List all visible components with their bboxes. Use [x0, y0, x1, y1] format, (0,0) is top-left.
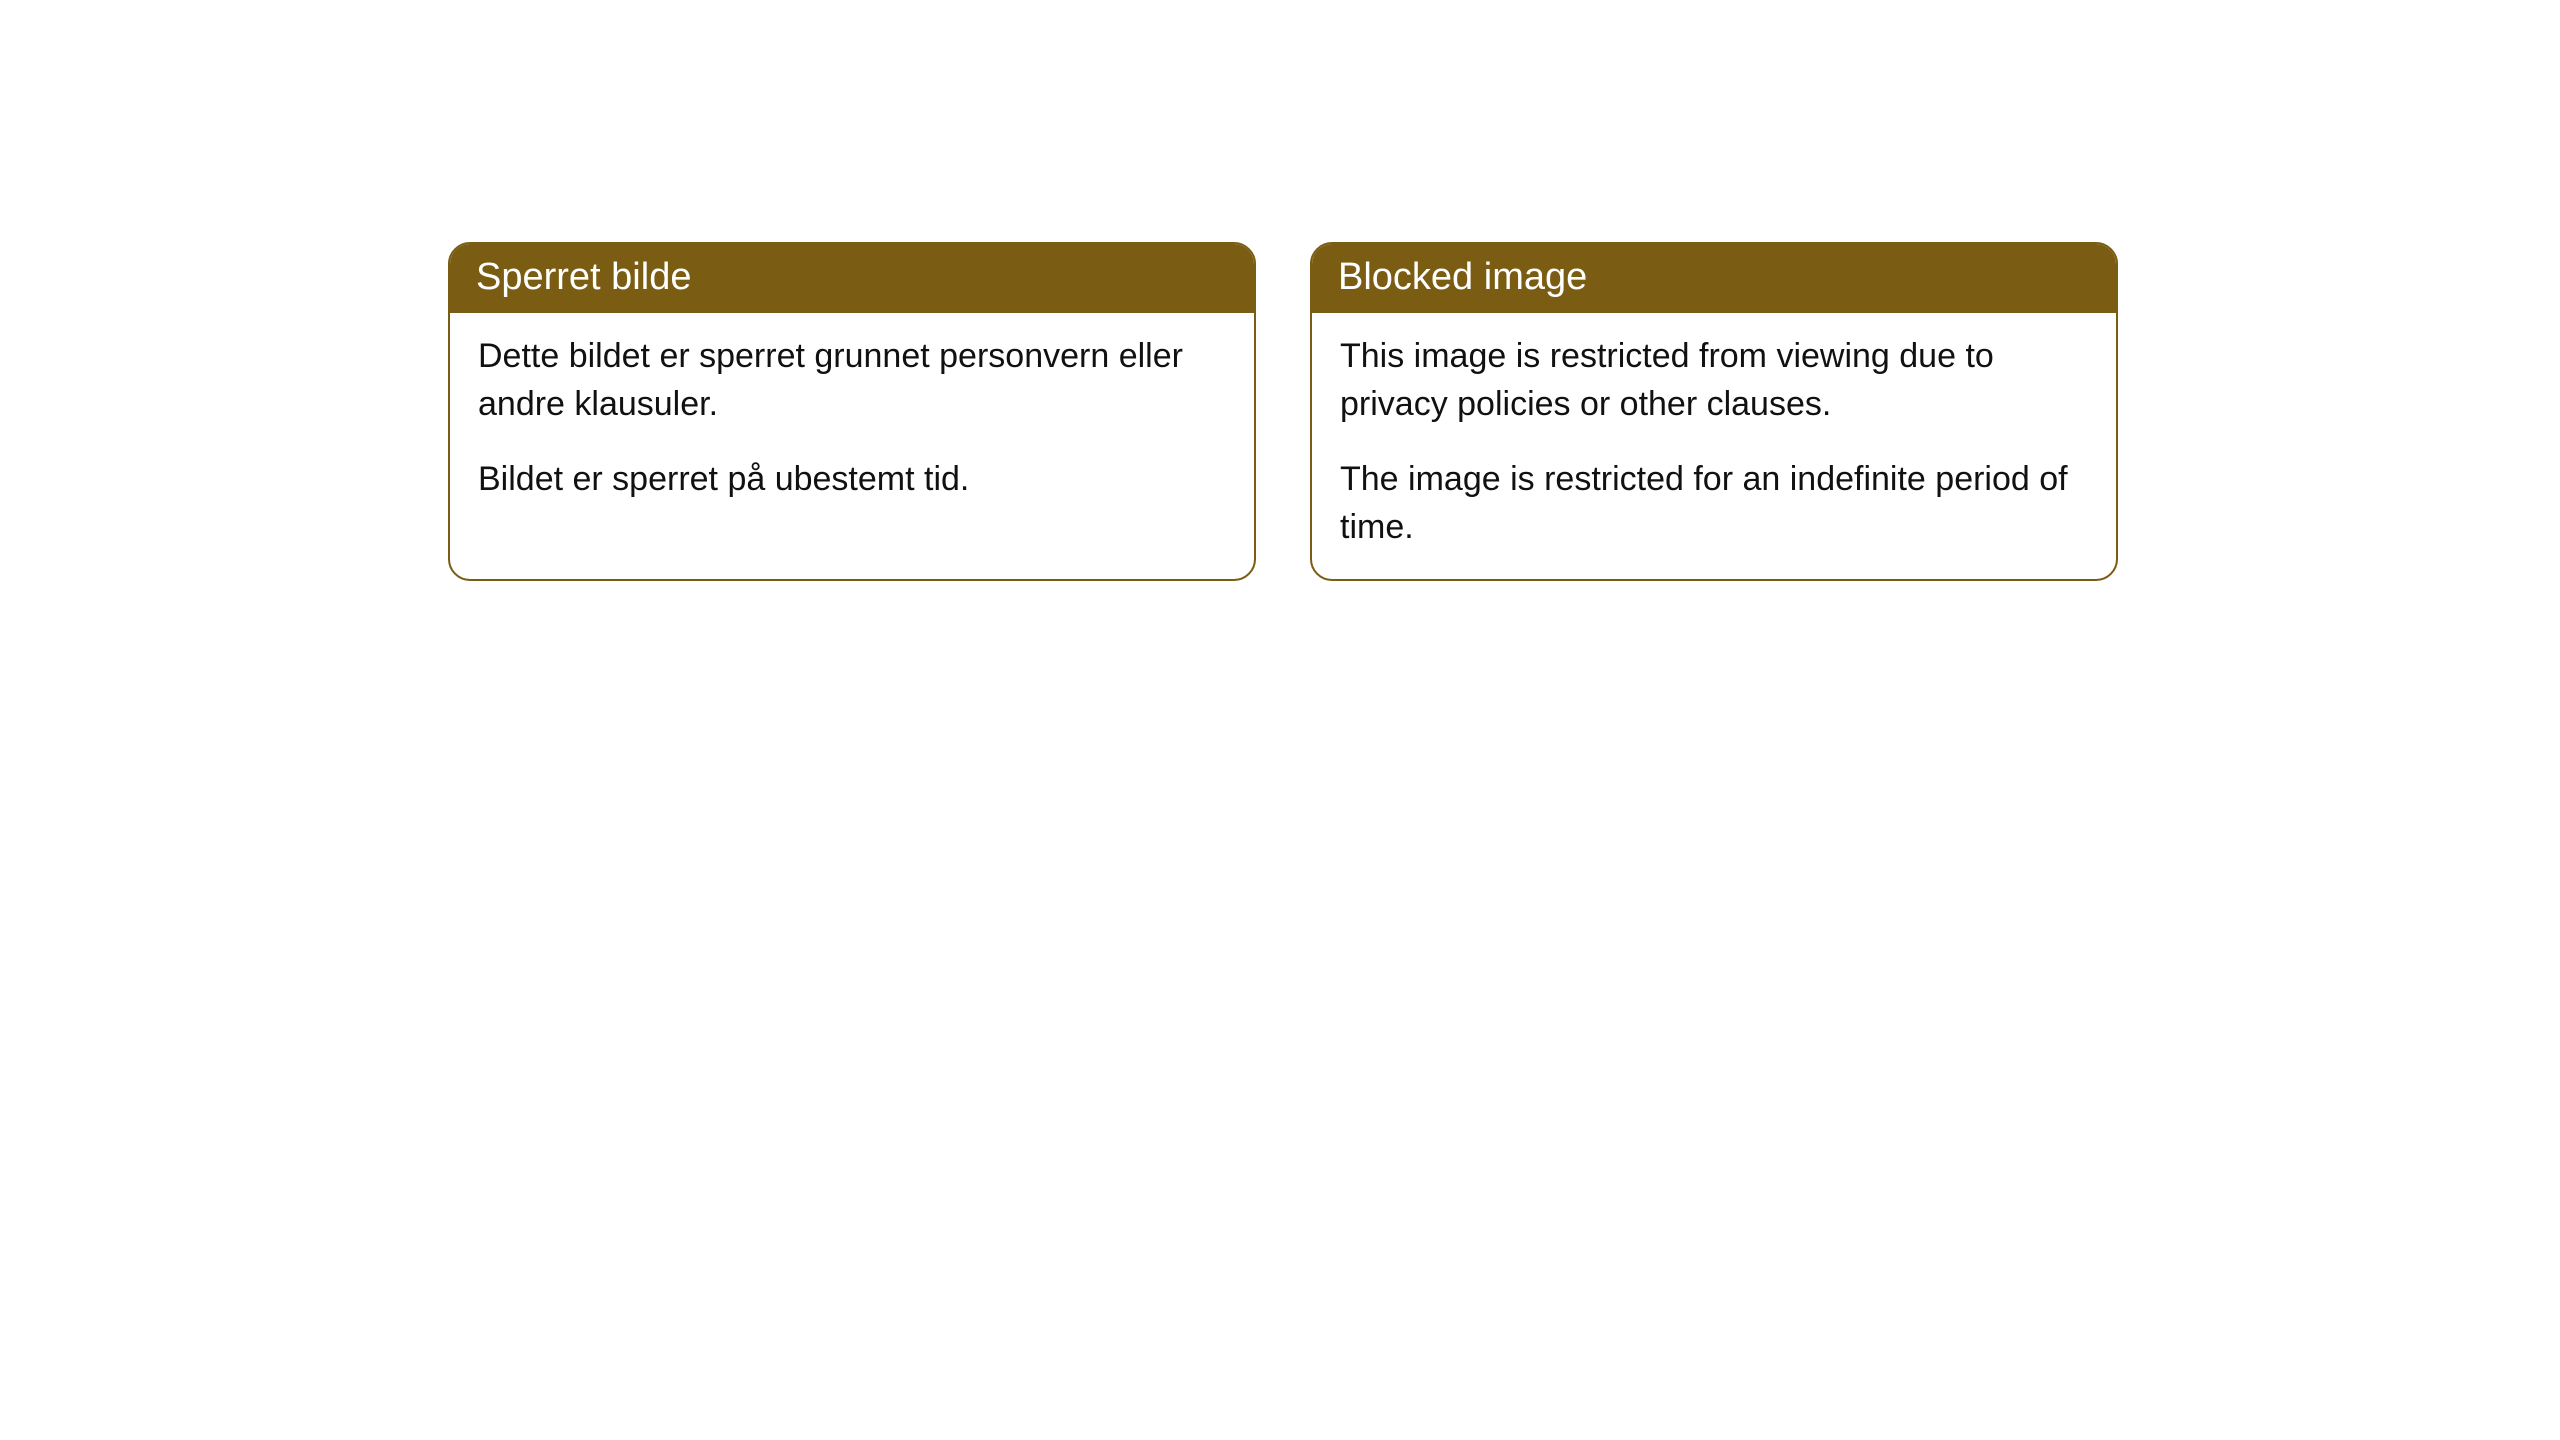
card-header: Sperret bilde: [450, 244, 1254, 313]
card-body: This image is restricted from viewing du…: [1312, 313, 2116, 579]
card-text-line1: This image is restricted from viewing du…: [1340, 333, 2088, 428]
card-header: Blocked image: [1312, 244, 2116, 313]
card-title: Blocked image: [1338, 256, 1587, 298]
card-text-line1: Dette bildet er sperret grunnet personve…: [478, 333, 1226, 428]
notice-cards-container: Sperret bilde Dette bildet er sperret gr…: [448, 242, 2118, 581]
card-text-line2: The image is restricted for an indefinit…: [1340, 456, 2088, 551]
card-body: Dette bildet er sperret grunnet personve…: [450, 313, 1254, 532]
blocked-image-card-en: Blocked image This image is restricted f…: [1310, 242, 2118, 581]
blocked-image-card-no: Sperret bilde Dette bildet er sperret gr…: [448, 242, 1256, 581]
card-title: Sperret bilde: [476, 256, 691, 298]
card-text-line2: Bildet er sperret på ubestemt tid.: [478, 456, 1226, 504]
